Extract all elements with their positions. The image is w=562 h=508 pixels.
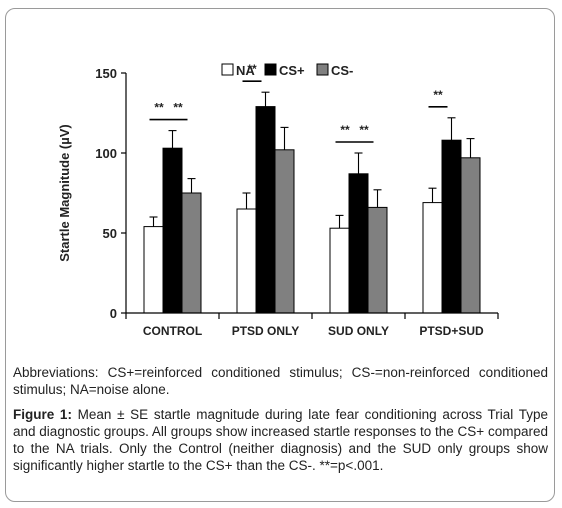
significance-label: ** <box>433 88 443 102</box>
bar-csminus <box>181 192 202 314</box>
y-tick-label: 50 <box>103 226 117 241</box>
x-tick-label: PTSD+SUD <box>419 324 484 338</box>
x-tick-label: PTSD ONLY <box>232 324 300 338</box>
significance-label: ** <box>340 123 350 137</box>
bar-csminus <box>274 149 295 314</box>
bar-na <box>236 208 257 314</box>
bar-chart: 0 50 100 150 CONTROL PTSD ONLY SUD ONLY PTSD+S… <box>57 62 499 338</box>
y-axis-title: Startle Magnitude (µV) <box>57 124 72 262</box>
bar-na <box>329 227 350 314</box>
bar-csplus <box>162 147 183 314</box>
y-tick-label: 0 <box>110 306 117 321</box>
y-tick-label: 150 <box>95 66 117 81</box>
bar-csplus <box>441 139 462 314</box>
figure-caption: Figure 1: Mean ± SE startle magnitude du… <box>13 406 548 474</box>
bar-csminus <box>460 157 481 314</box>
legend-swatch <box>221 63 234 76</box>
bar-csplus <box>255 106 276 314</box>
bar-csplus <box>348 173 369 314</box>
legend-label: CS+ <box>279 63 305 78</box>
significance-label: ** <box>154 101 164 115</box>
legend-label: NA <box>236 63 255 78</box>
y-tick-label: 100 <box>95 146 117 161</box>
legend-label: CS- <box>331 63 353 78</box>
significance-label: ** <box>173 101 183 115</box>
abbreviations-note: Abbreviations: CS+=reinforced conditione… <box>13 365 548 397</box>
figure-label: Figure 1: <box>13 407 72 422</box>
significance-label: ** <box>247 62 257 76</box>
bar-na <box>143 226 164 314</box>
legend-swatch <box>264 63 277 76</box>
significance-label: ** <box>359 123 369 137</box>
figure-caption-text: Mean ± SE startle magnitude during late … <box>13 407 548 473</box>
legend-swatch <box>316 63 329 76</box>
x-tick-label: CONTROL <box>143 324 202 338</box>
bar-na <box>422 202 443 314</box>
legend: NA CS+ CS- <box>221 63 353 78</box>
x-tick-label: SUD ONLY <box>328 324 389 338</box>
bar-csminus <box>367 206 388 314</box>
